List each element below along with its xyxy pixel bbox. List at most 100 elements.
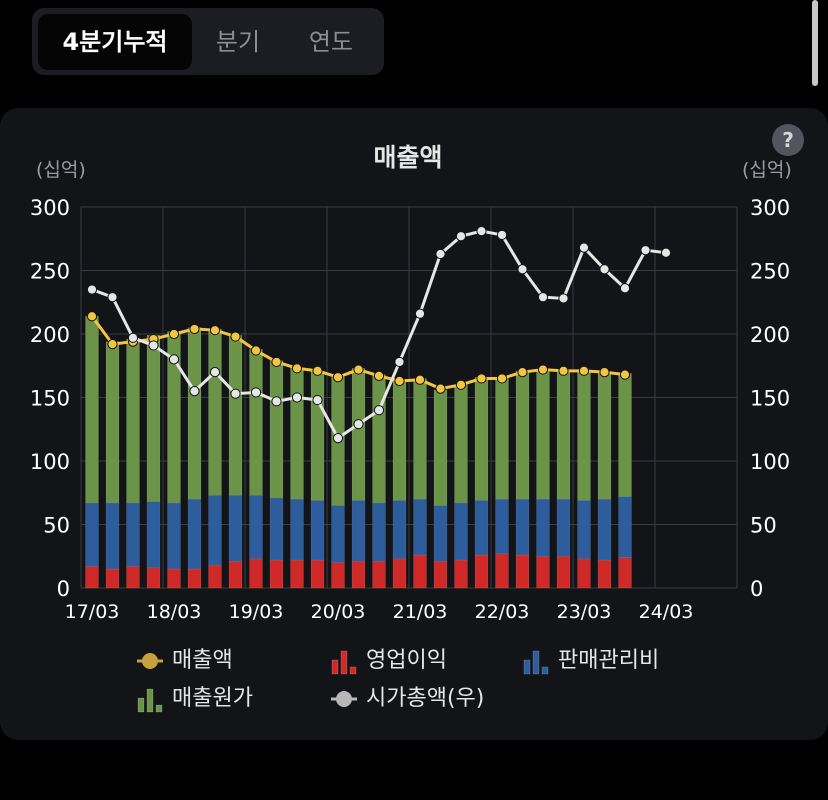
series-point <box>312 365 323 376</box>
series-point <box>496 373 508 384</box>
series-point <box>517 367 528 378</box>
legend-bars-icon <box>331 650 357 675</box>
bar-segment <box>105 502 120 570</box>
series-point <box>353 419 364 430</box>
bar-segment <box>495 498 509 555</box>
x-tick-label: 23/03 <box>557 601 612 623</box>
x-tick-label: 20/03 <box>311 601 366 623</box>
bar-segment <box>146 501 161 568</box>
series-point <box>394 356 405 368</box>
y-tick-label-right: 50 <box>750 514 777 538</box>
revenue-chart: 매출액 (십억) (십억) 0 0 50 50 100 100 150 150 200 200 25… <box>30 143 792 623</box>
series-point <box>578 242 590 253</box>
x-tick-label: 21/03 <box>393 601 448 623</box>
bar-segment <box>187 568 202 589</box>
bar-segment <box>126 566 140 589</box>
series-point <box>394 375 405 387</box>
bar-segment <box>331 505 345 563</box>
bar-segment <box>249 348 263 496</box>
bar-segment <box>228 334 243 496</box>
legend-line-marker-icon <box>331 691 357 707</box>
x-tick-label: 22/03 <box>475 601 530 623</box>
legend-label: 매출원가 <box>172 686 253 711</box>
y-tick-label-left: 150 <box>30 387 70 411</box>
series-point <box>435 383 446 394</box>
tab-4quarter-cumulative[interactable]: 4분기누적 <box>38 14 192 70</box>
bar-segment <box>208 564 222 589</box>
x-tick-label: 17/03 <box>65 601 120 623</box>
legend-bar <box>532 650 540 675</box>
bar-segment <box>372 502 386 562</box>
legend-bar <box>331 659 339 675</box>
bar-segment <box>413 554 427 589</box>
bar-segment <box>474 554 489 589</box>
bar-segment <box>433 389 448 506</box>
series-point <box>127 332 139 343</box>
bar-segment <box>126 502 140 567</box>
series-point <box>537 292 549 303</box>
bar-segment <box>474 500 489 556</box>
bar-segment <box>495 376 509 500</box>
series-point <box>250 387 262 398</box>
bar-segment <box>351 561 366 589</box>
bar-segment <box>85 502 99 567</box>
bar-segment <box>577 558 591 589</box>
bar-segment <box>208 494 222 566</box>
bar-segment <box>515 498 530 556</box>
tab-quarter[interactable]: 분기 <box>215 28 261 56</box>
bar-segment <box>556 555 571 589</box>
y-tick-label-right: 100 <box>750 450 790 474</box>
bar-segment <box>269 360 284 499</box>
series-point <box>86 311 98 322</box>
series-point <box>86 284 98 295</box>
series-point <box>455 379 467 390</box>
series-point <box>271 356 282 368</box>
series-point <box>168 328 180 340</box>
legend-bars-icon <box>137 688 163 713</box>
series-point <box>599 264 610 275</box>
series-point <box>537 364 549 375</box>
legend-line-dot <box>336 691 352 707</box>
legend-label: 시가총액(우) <box>366 686 485 711</box>
right-unit-label: (십억) <box>742 159 792 181</box>
series-point <box>291 363 303 374</box>
bar-segment <box>536 369 550 500</box>
y-tick-label-left: 50 <box>43 514 70 538</box>
legend-bar <box>349 666 357 675</box>
bar-segment <box>392 500 407 560</box>
y-tick-label-left: 0 <box>57 577 70 601</box>
bar-segment <box>454 559 468 589</box>
x-tick-label: 19/03 <box>229 601 284 623</box>
x-tick-label: 24/03 <box>639 601 694 623</box>
bar-segment <box>577 500 591 560</box>
left-unit-label: (십억) <box>36 159 86 181</box>
line-layer <box>86 226 672 444</box>
series-point <box>558 365 569 376</box>
bar-segment <box>433 505 448 562</box>
series-point <box>619 283 631 294</box>
bar-segment <box>413 498 427 556</box>
legend-line-marker-icon <box>137 653 163 669</box>
scrollbar-thumb[interactable] <box>812 0 818 86</box>
bar-segment <box>495 553 509 589</box>
bar-segment <box>454 502 468 561</box>
bar-segment <box>208 328 222 496</box>
y-tick-label-right: 150 <box>750 387 790 411</box>
bar-segment <box>597 559 612 589</box>
y-tick-label-left: 100 <box>30 450 70 474</box>
legend-bar <box>155 704 163 713</box>
bar-segment <box>392 379 407 501</box>
help-icon[interactable]: ? <box>772 124 804 156</box>
bar-segment <box>105 568 120 589</box>
bar-segment <box>249 558 263 589</box>
bar-segment <box>290 498 304 561</box>
series-point <box>168 354 180 365</box>
bar-segment <box>351 367 366 501</box>
bar-segment <box>290 367 304 500</box>
series-point <box>660 247 672 258</box>
bar-segment <box>556 370 571 500</box>
tab-year[interactable]: 연도 <box>308 28 354 56</box>
series-point <box>414 374 426 385</box>
legend-line-dot <box>142 653 158 669</box>
bar-segment <box>372 561 386 589</box>
